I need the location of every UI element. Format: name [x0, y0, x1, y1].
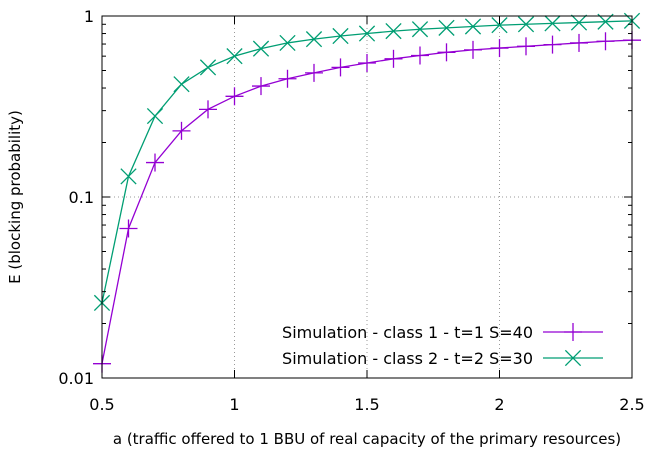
- marker-stroke: [332, 27, 349, 45]
- data-point-series-1: [596, 32, 615, 51]
- marker-stroke: [385, 23, 402, 40]
- marker-stroke: [120, 168, 137, 185]
- data-point-series-1: [570, 33, 588, 52]
- x-tick-label: 2.5: [619, 395, 644, 414]
- data-point-series-1: [411, 46, 429, 65]
- marker-stroke: [570, 14, 588, 31]
- data-point-series-1: [172, 121, 191, 140]
- data-point-series-1: [358, 53, 376, 72]
- data-point-series-2: [252, 40, 270, 57]
- data-point-series-1: [384, 49, 403, 68]
- marker-stroke: [491, 17, 508, 34]
- legend-marker-2: [564, 349, 582, 367]
- x-tick-label: 0.5: [89, 395, 114, 414]
- data-point-series-2: [358, 25, 376, 42]
- data-point-series-1: [464, 40, 482, 59]
- marker-stroke: [279, 34, 296, 52]
- data-point-series-2: [332, 27, 349, 45]
- data-point-series-1: [119, 219, 138, 238]
- marker-stroke: [146, 107, 164, 125]
- y-tick-label: 0.01: [58, 369, 94, 388]
- axis-ticks: [101, 15, 633, 379]
- marker-stroke: [199, 59, 217, 76]
- marker-stroke: [358, 25, 376, 42]
- x-tick-label: 1: [229, 395, 239, 414]
- x-axis-label: a (traffic offered to 1 BBU of real capa…: [113, 430, 621, 448]
- data-point-series-2: [173, 76, 190, 93]
- y-tick-label: 1: [84, 7, 94, 26]
- data-point-series-1: [278, 69, 297, 88]
- legend-marker-1: [564, 323, 582, 341]
- data-point-series-1: [543, 35, 562, 54]
- data-point-series-1: [146, 153, 164, 172]
- data-point-series-2: [226, 48, 243, 65]
- x-tick-label: 2: [494, 395, 504, 414]
- marker-stroke: [173, 76, 190, 93]
- marker-stroke: [464, 18, 482, 35]
- data-point-series-2: [305, 31, 323, 48]
- data-point-series-2: [385, 23, 402, 40]
- data-point-series-1: [437, 43, 456, 62]
- data-point-series-2: [120, 168, 137, 185]
- data-point-series-1: [331, 58, 350, 77]
- data-point-series-2: [146, 107, 164, 125]
- legend-label-class-1: Simulation - class 1 - t=1 S=40: [282, 323, 533, 342]
- marker-stroke: [564, 349, 582, 367]
- y-axis-label: E (blocking probability): [6, 110, 24, 284]
- data-point-series-2: [597, 13, 614, 30]
- tick-labels: 0.5 1 1.5 2 2.5 0.01 0.1 1: [58, 7, 644, 414]
- grid: [102, 16, 632, 378]
- data-point-series-2: [517, 16, 535, 33]
- marker-stroke: [597, 13, 614, 30]
- data-point-series-1: [517, 37, 535, 56]
- x-tick-label: 1.5: [354, 395, 379, 414]
- data-point-series-2: [491, 17, 508, 34]
- data-point-series-1: [305, 63, 323, 82]
- legend-label-class-2: Simulation - class 2 - t=2 S=30: [282, 349, 533, 368]
- data-point-series-2: [544, 15, 561, 32]
- data-point-series-2: [570, 14, 588, 31]
- marker-stroke: [305, 31, 323, 48]
- marker-stroke: [438, 19, 455, 36]
- marker-stroke: [252, 40, 270, 57]
- marker-stroke: [517, 16, 535, 33]
- data-point-series-2: [411, 21, 429, 38]
- data-point-series-1: [490, 39, 509, 58]
- marker-stroke: [411, 21, 429, 38]
- data-point-series-1: [252, 77, 270, 96]
- y-tick-label: 0.1: [69, 188, 94, 207]
- marker-stroke: [226, 48, 243, 65]
- data-point-series-2: [279, 34, 296, 52]
- data-point-series-1: [225, 87, 244, 106]
- data-point-series-2: [438, 19, 455, 36]
- data-point-series-2: [199, 59, 217, 76]
- data-point-series-1: [199, 100, 217, 119]
- legend: Simulation - class 1 - t=1 S=40 Simulati…: [282, 323, 603, 368]
- data-point-series-2: [464, 18, 482, 35]
- marker-stroke: [544, 15, 561, 32]
